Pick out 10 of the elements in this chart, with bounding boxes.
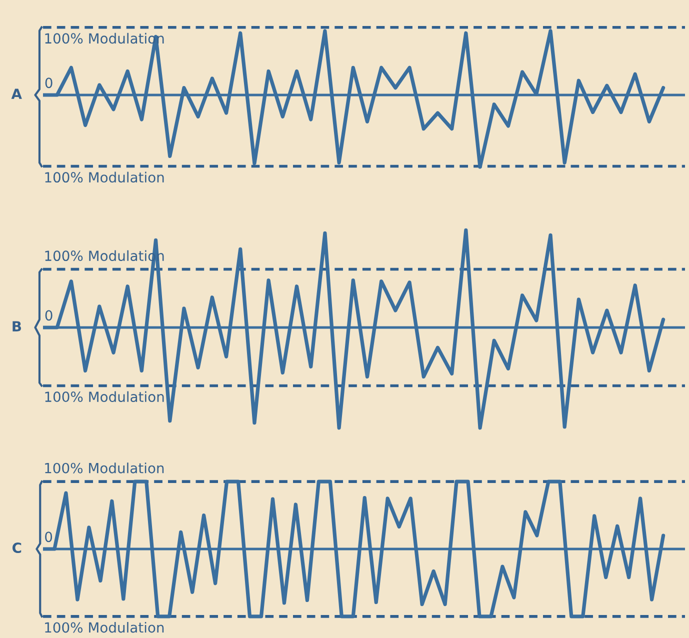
text: A <box>11 88 22 99</box>
ref-line-label: 0 <box>45 78 52 88</box>
ref-line-label: 0 <box>45 532 52 542</box>
ref-line-label: 100% Modulation <box>45 172 164 183</box>
ref-line-label: 100% Modulation <box>45 462 164 474</box>
ref-line-label: 100% Modulation <box>45 622 164 633</box>
ref-line-label: 0 <box>45 310 52 321</box>
ref-line-label: 100% Modulation <box>45 391 164 402</box>
text: C <box>12 542 22 554</box>
text: B <box>12 321 22 332</box>
